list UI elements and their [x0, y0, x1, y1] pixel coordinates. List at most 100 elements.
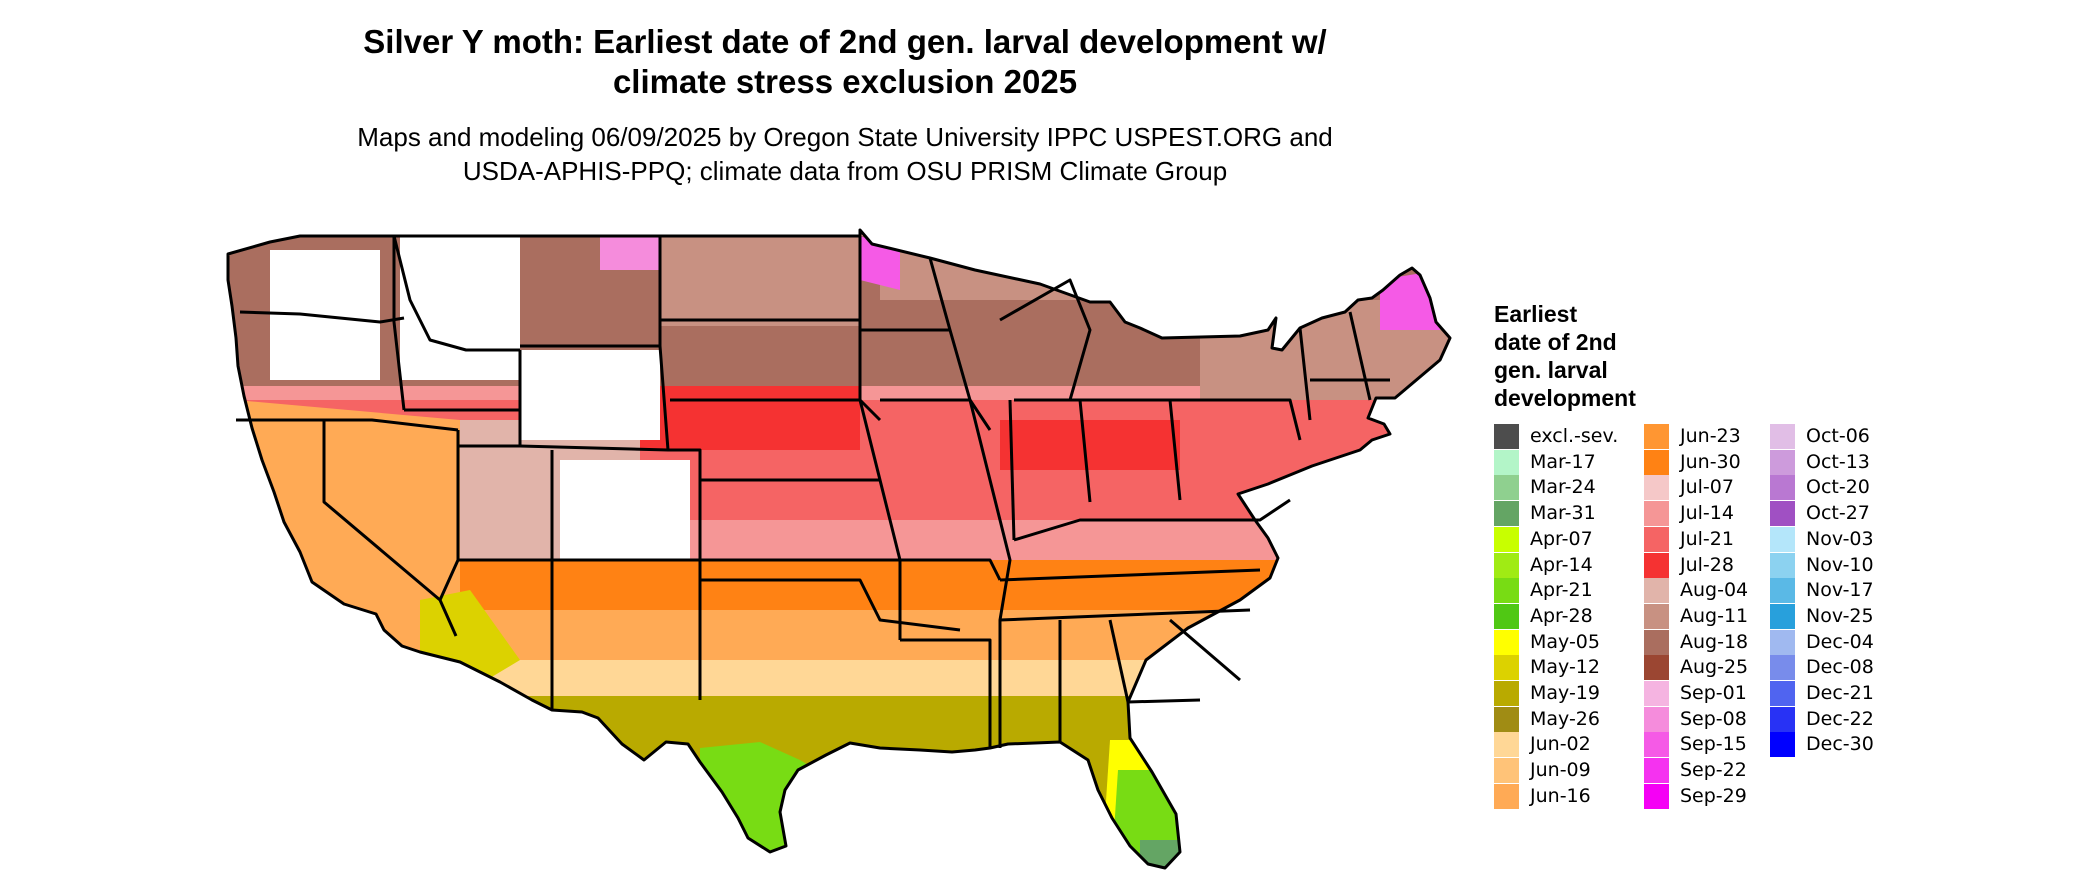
- il-in-boundary: [1008, 399, 1016, 541]
- legend-swatch: [1644, 629, 1669, 655]
- legend-label: Jul-14: [1680, 502, 1734, 525]
- legend-swatch: [1770, 552, 1795, 578]
- map-subtitle-line-2: USDA-APHIS-PPQ; climate data from OSU PR…: [462, 156, 1228, 186]
- legend-swatch: [1644, 783, 1669, 809]
- legend-label: Mar-31: [1530, 502, 1596, 525]
- legend-swatch: [1770, 603, 1795, 629]
- ok-tx-boundary: [700, 578, 961, 632]
- raster-excluded-colorado: [560, 460, 690, 560]
- mn-ia-mo-ar-west-boundary: [858, 236, 902, 640]
- legend-title-line-4: development: [1494, 385, 1636, 411]
- legend-label: Nov-10: [1806, 553, 1874, 576]
- legend-title-line-3: gen. larval: [1494, 357, 1608, 383]
- map-title-line-2: climate stress exclusion 2025: [612, 63, 1078, 100]
- legend-swatch: [1644, 758, 1669, 784]
- legend-swatch: [1770, 706, 1795, 732]
- legend-label: Apr-07: [1530, 527, 1593, 550]
- legend-label: Jul-21: [1680, 527, 1734, 550]
- map-title: Silver Y moth: Earliest date of 2nd gen.…: [160, 22, 1530, 102]
- legend-swatch: [1644, 578, 1669, 604]
- pa-ny-boundary: [1170, 398, 1302, 441]
- legend-title-line-1: Earliest: [1494, 301, 1578, 327]
- legend-label: Oct-13: [1806, 450, 1870, 473]
- legend-label: excl.-sev.: [1530, 425, 1619, 447]
- legend-label: Mar-17: [1530, 450, 1596, 473]
- legend-swatch: [1644, 501, 1669, 527]
- legend-swatch: [1494, 578, 1519, 604]
- legend-swatch: [1494, 475, 1519, 501]
- legend-swatch: [1644, 603, 1669, 629]
- legend-swatch: [1494, 732, 1519, 758]
- raster-great-lakes: [880, 236, 1100, 300]
- legend-swatch: [1644, 475, 1669, 501]
- legend-label: Sep-29: [1680, 784, 1747, 807]
- legend-label: Oct-06: [1806, 425, 1870, 447]
- legend-label: Sep-08: [1680, 707, 1747, 730]
- map-subtitle: Maps and modeling 06/09/2025 by Oregon S…: [160, 120, 1530, 188]
- raster-florida-south: [1140, 840, 1200, 868]
- legend-swatch: [1494, 681, 1519, 706]
- map-raster: [228, 230, 1450, 868]
- vt-nh-boundary: [1348, 311, 1372, 401]
- sc-ga-boundary: [1169, 618, 1241, 682]
- ca-nv-boundary: [322, 420, 458, 637]
- legend-label: Oct-27: [1806, 502, 1870, 525]
- legend-swatch: [1644, 449, 1669, 475]
- legend-label: Jun-02: [1530, 733, 1591, 756]
- legend-swatch: [1494, 706, 1519, 732]
- legend-swatch: [1770, 501, 1795, 527]
- legend-swatch: [1494, 655, 1519, 681]
- raster-ohio-valley-hot: [1000, 420, 1180, 470]
- map-subtitle-line-1: Maps and modeling 06/09/2025 by Oregon S…: [357, 122, 1333, 152]
- legend-label: Apr-28: [1530, 604, 1593, 627]
- al-ga-boundary: [1108, 619, 1130, 703]
- legend-label: Sep-01: [1680, 682, 1747, 704]
- co-ne-ks-boundary: [668, 448, 702, 700]
- legend-swatch: [1644, 655, 1669, 681]
- or-ca-boundary: [236, 418, 459, 432]
- mo-ar-boundary: [900, 558, 1002, 581]
- legend-label: Apr-21: [1530, 579, 1593, 602]
- tn-ky-boundary: [999, 568, 1261, 582]
- legend-swatch: [1494, 449, 1519, 475]
- legend-label: May-26: [1530, 707, 1600, 730]
- legend-swatch: [1494, 783, 1519, 809]
- il-mississippi-river: [968, 399, 1012, 748]
- legend-swatch: [1494, 501, 1519, 527]
- legend-swatch: [1494, 603, 1519, 629]
- legend-label: Oct-20: [1806, 476, 1870, 499]
- legend-swatch: [1644, 424, 1669, 449]
- legend-swatch: [1770, 732, 1795, 758]
- ky-north-boundary: [1013, 518, 1180, 542]
- legend-swatch: [1770, 424, 1795, 449]
- ny-new-england-boundary: [1298, 327, 1312, 421]
- wa-or-boundary: [239, 310, 405, 324]
- legend-label: Jul-28: [1680, 553, 1734, 576]
- raster-excluded-idaho: [400, 236, 520, 380]
- legend-swatch: [1770, 578, 1795, 604]
- legend-label: Sep-15: [1680, 733, 1747, 756]
- legend-label: Aug-11: [1680, 604, 1749, 627]
- legend-label: Mar-24: [1530, 476, 1596, 499]
- legend-swatch: [1770, 655, 1795, 681]
- us-outline: [226, 228, 1452, 870]
- legend-swatch: [1770, 526, 1795, 552]
- legend-swatch: [1644, 526, 1669, 552]
- us-map: [226, 228, 1452, 870]
- legend-swatch: [1770, 681, 1795, 706]
- legend-label: Dec-30: [1806, 733, 1874, 756]
- legend-label: Dec-08: [1806, 656, 1874, 679]
- legend-label: Jun-16: [1530, 784, 1591, 807]
- fl-ga-boundary: [1127, 698, 1201, 704]
- legend-swatch: [1770, 475, 1795, 501]
- legend-title-line-2: date of 2nd: [1494, 329, 1617, 355]
- id-mt-boundary: [392, 235, 520, 352]
- raster-northeast: [1200, 300, 1450, 400]
- legend-label: Dec-04: [1806, 630, 1874, 653]
- legend-label: Jun-30: [1680, 450, 1741, 473]
- tn-south-boundary: [999, 608, 1251, 622]
- legend-swatch: [1494, 629, 1519, 655]
- legend-swatch: [1494, 424, 1519, 449]
- raster-montana-west: [600, 236, 660, 270]
- legend-swatch: [1770, 629, 1795, 655]
